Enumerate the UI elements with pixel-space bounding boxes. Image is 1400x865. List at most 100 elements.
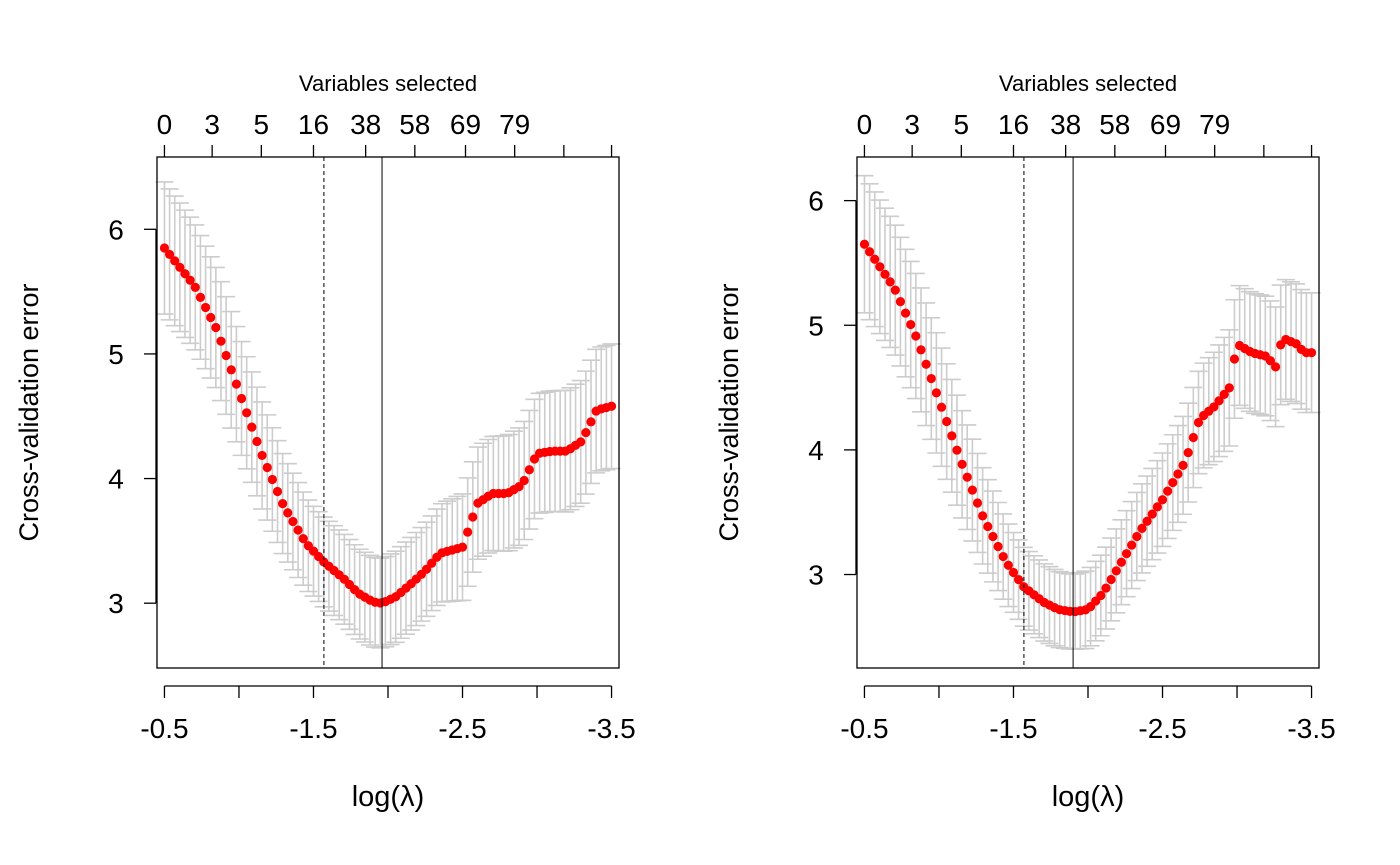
cv-point bbox=[952, 445, 962, 455]
x-axis-title: log(λ) bbox=[352, 781, 425, 813]
cv-point bbox=[457, 542, 468, 552]
cv-point bbox=[885, 277, 895, 287]
cv-point bbox=[1183, 447, 1193, 458]
top-tick-label: 79 bbox=[499, 109, 530, 140]
cv-point bbox=[298, 534, 308, 544]
top-tick-label: 0 bbox=[157, 109, 173, 140]
top-tick-label: 16 bbox=[298, 109, 329, 140]
cv-point bbox=[164, 249, 175, 260]
cv-point bbox=[978, 511, 988, 521]
cv-point bbox=[581, 427, 591, 438]
cv-point bbox=[216, 336, 226, 346]
y-tick-label: 5 bbox=[808, 310, 824, 341]
cv-point bbox=[859, 239, 870, 249]
cv-point bbox=[1270, 362, 1281, 372]
cv-point bbox=[200, 302, 211, 313]
cv-point bbox=[1116, 557, 1127, 567]
y-axis-title: Cross-validation error bbox=[714, 283, 744, 541]
cv-point bbox=[947, 431, 957, 441]
top-tick-label: 5 bbox=[954, 109, 970, 140]
cv-point bbox=[926, 373, 936, 384]
cv-point bbox=[972, 498, 983, 508]
cv-point bbox=[921, 359, 931, 369]
cv-point bbox=[257, 450, 267, 461]
top-axis-title: Variables selected bbox=[299, 71, 477, 96]
cv-point bbox=[957, 459, 967, 469]
cv-point bbox=[936, 402, 947, 412]
top-tick-label: 69 bbox=[1150, 109, 1181, 140]
y-axis-title: Cross-validation error bbox=[14, 283, 44, 541]
cv-point bbox=[1229, 354, 1240, 364]
cv-point bbox=[463, 527, 473, 537]
cv-point bbox=[1121, 549, 1132, 559]
cv-point bbox=[1306, 348, 1317, 358]
x-tick-label: -0.5 bbox=[140, 713, 188, 744]
cv-point bbox=[931, 388, 941, 398]
y-tick-label: 4 bbox=[108, 464, 124, 495]
cv-point bbox=[221, 350, 231, 361]
cv-point bbox=[1209, 402, 1219, 412]
cv-point bbox=[231, 379, 241, 389]
cv-point bbox=[911, 331, 921, 341]
x-axis-title: log(λ) bbox=[1052, 781, 1125, 813]
cv-point bbox=[170, 256, 180, 266]
cv-point bbox=[870, 254, 880, 264]
x-tick-label: -1.5 bbox=[289, 713, 337, 744]
top-tick-label: 3 bbox=[904, 109, 920, 140]
cv-point bbox=[283, 508, 293, 518]
y-tick-label: 3 bbox=[108, 588, 124, 619]
cv-point bbox=[1157, 495, 1168, 505]
cv-point bbox=[1265, 356, 1276, 366]
cv-point bbox=[211, 322, 221, 333]
cv-point bbox=[519, 475, 529, 486]
cv-point bbox=[1224, 383, 1234, 393]
cv-point bbox=[1147, 509, 1157, 519]
x-tick-label: -3.5 bbox=[1287, 713, 1335, 744]
cv-point bbox=[1163, 486, 1173, 496]
top-tick-label: 79 bbox=[1199, 109, 1230, 140]
cv-point bbox=[880, 269, 890, 279]
x-tick-label: -1.5 bbox=[989, 713, 1037, 744]
cv-point bbox=[421, 564, 432, 574]
cv-point bbox=[524, 465, 534, 475]
cv-point bbox=[983, 521, 993, 532]
cv-point bbox=[272, 486, 283, 497]
plot-frame bbox=[156, 156, 620, 669]
cv-point bbox=[175, 262, 185, 272]
top-tick-label: 38 bbox=[1050, 109, 1081, 140]
y-tick-label: 5 bbox=[108, 339, 124, 370]
top-tick-label: 58 bbox=[399, 109, 430, 140]
cv-point bbox=[288, 516, 298, 527]
top-tick-label: 5 bbox=[254, 109, 270, 140]
cv-point bbox=[180, 269, 190, 279]
cv-point bbox=[262, 462, 272, 473]
x-tick-label: -2.5 bbox=[1138, 713, 1186, 744]
x-tick-label: -3.5 bbox=[587, 713, 635, 744]
y-tick-label: 4 bbox=[808, 435, 824, 466]
top-tick-label: 0 bbox=[857, 109, 873, 140]
cv-point bbox=[247, 422, 257, 432]
cv-point bbox=[514, 481, 524, 492]
cv-point bbox=[1168, 477, 1178, 488]
cv-point bbox=[1142, 516, 1152, 526]
cv-point bbox=[242, 408, 252, 418]
cv-point bbox=[895, 297, 906, 307]
cv-point bbox=[962, 472, 972, 482]
cv-point bbox=[293, 525, 303, 535]
cv-point bbox=[1106, 574, 1116, 585]
cv-point bbox=[875, 262, 885, 272]
cv-point bbox=[1132, 531, 1142, 542]
y-tick-label: 3 bbox=[808, 560, 824, 591]
cv-point bbox=[1219, 389, 1229, 399]
cv-point bbox=[267, 474, 277, 485]
cv-point bbox=[1193, 417, 1204, 428]
cv-point bbox=[159, 243, 170, 253]
top-tick-label: 3 bbox=[204, 109, 220, 140]
cv-point bbox=[916, 345, 926, 355]
y-tick-label: 6 bbox=[808, 186, 824, 217]
top-tick-label: 38 bbox=[350, 109, 381, 140]
cv-point bbox=[468, 512, 478, 522]
